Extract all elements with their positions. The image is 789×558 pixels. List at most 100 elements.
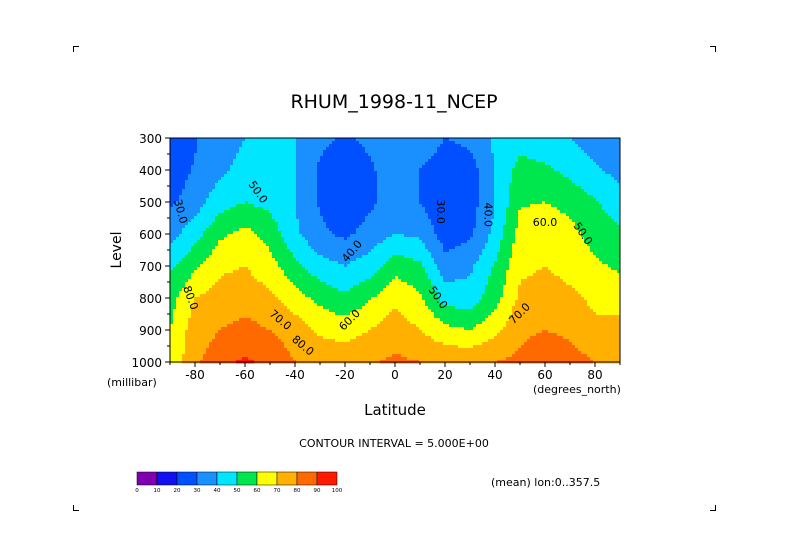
field-cell (332, 150, 336, 154)
field-cell (599, 201, 603, 205)
field-cell (263, 234, 267, 238)
field-cell (470, 150, 474, 154)
field-cell (392, 165, 396, 169)
field-cell (569, 198, 573, 202)
field-cell (287, 153, 291, 157)
field-cell (488, 213, 492, 217)
field-cell (512, 180, 516, 184)
field-cell (371, 177, 375, 181)
field-cell (563, 234, 567, 238)
field-cell (566, 225, 570, 229)
field-cell (617, 150, 621, 154)
field-cell (614, 228, 618, 232)
field-cell (242, 138, 246, 142)
field-cell (464, 222, 468, 226)
field-cell (347, 153, 351, 157)
field-cell (602, 186, 606, 190)
field-cell (404, 225, 408, 229)
field-cell (605, 201, 609, 205)
field-cell (506, 195, 510, 199)
field-cell (476, 162, 480, 166)
field-cell (302, 162, 306, 166)
field-cell (356, 195, 360, 199)
field-cell (518, 225, 522, 229)
field-cell (272, 162, 276, 166)
field-cell (608, 144, 612, 148)
field-cell (557, 222, 561, 226)
field-cell (584, 144, 588, 148)
field-cell (338, 222, 342, 226)
field-cell (485, 165, 489, 169)
field-cell (407, 195, 411, 199)
field-cell (482, 234, 486, 238)
field-cell (290, 204, 294, 208)
field-cell (542, 198, 546, 202)
field-cell (335, 174, 339, 178)
field-cell (464, 150, 468, 154)
field-cell (353, 153, 357, 157)
field-cell (188, 147, 192, 151)
field-cell (293, 234, 297, 238)
field-cell (221, 177, 225, 181)
field-cell (476, 222, 480, 226)
field-cell (587, 150, 591, 154)
field-cell (311, 198, 315, 202)
field-cell (323, 192, 327, 196)
field-cell (170, 237, 174, 241)
field-cell (221, 150, 225, 154)
field-cell (614, 225, 618, 229)
field-cell (377, 219, 381, 223)
field-cell (599, 216, 603, 220)
field-cell (590, 225, 594, 229)
field-cell (260, 153, 264, 157)
field-cell (581, 210, 585, 214)
field-cell (605, 231, 609, 235)
field-cell (314, 234, 318, 238)
field-cell (500, 150, 504, 154)
field-cell (515, 195, 519, 199)
field-cell (581, 144, 585, 148)
field-cell (551, 168, 555, 172)
field-cell (305, 198, 309, 202)
field-cell (191, 195, 195, 199)
field-cell (503, 207, 507, 211)
field-cell (572, 180, 576, 184)
field-cell (200, 210, 204, 214)
field-cell (470, 231, 474, 235)
field-cell (302, 219, 306, 223)
field-cell (602, 216, 606, 220)
field-cell (398, 141, 402, 145)
field-cell (425, 204, 429, 208)
field-cell (359, 153, 363, 157)
field-cell (197, 219, 201, 223)
field-cell (230, 231, 234, 235)
field-cell (524, 234, 528, 238)
field-cell (407, 222, 411, 226)
field-cell (335, 165, 339, 169)
field-cell (590, 156, 594, 160)
field-cell (557, 216, 561, 220)
field-cell (269, 177, 273, 181)
field-cell (242, 165, 246, 169)
field-cell (332, 153, 336, 157)
field-cell (278, 141, 282, 145)
field-cell (431, 225, 435, 229)
field-cell (512, 210, 516, 214)
field-cell (431, 210, 435, 214)
field-cell (344, 234, 348, 238)
field-cell (386, 228, 390, 232)
field-cell (296, 177, 300, 181)
field-cell (215, 150, 219, 154)
field-cell (359, 204, 363, 208)
field-cell (374, 198, 378, 202)
field-cell (299, 201, 303, 205)
field-cell (347, 141, 351, 145)
field-cell (446, 192, 450, 196)
field-cell (563, 165, 567, 169)
field-cell (395, 159, 399, 163)
field-cell (266, 228, 270, 232)
field-cell (581, 204, 585, 208)
field-cell (482, 165, 486, 169)
field-cell (200, 174, 204, 178)
field-cell (416, 144, 420, 148)
